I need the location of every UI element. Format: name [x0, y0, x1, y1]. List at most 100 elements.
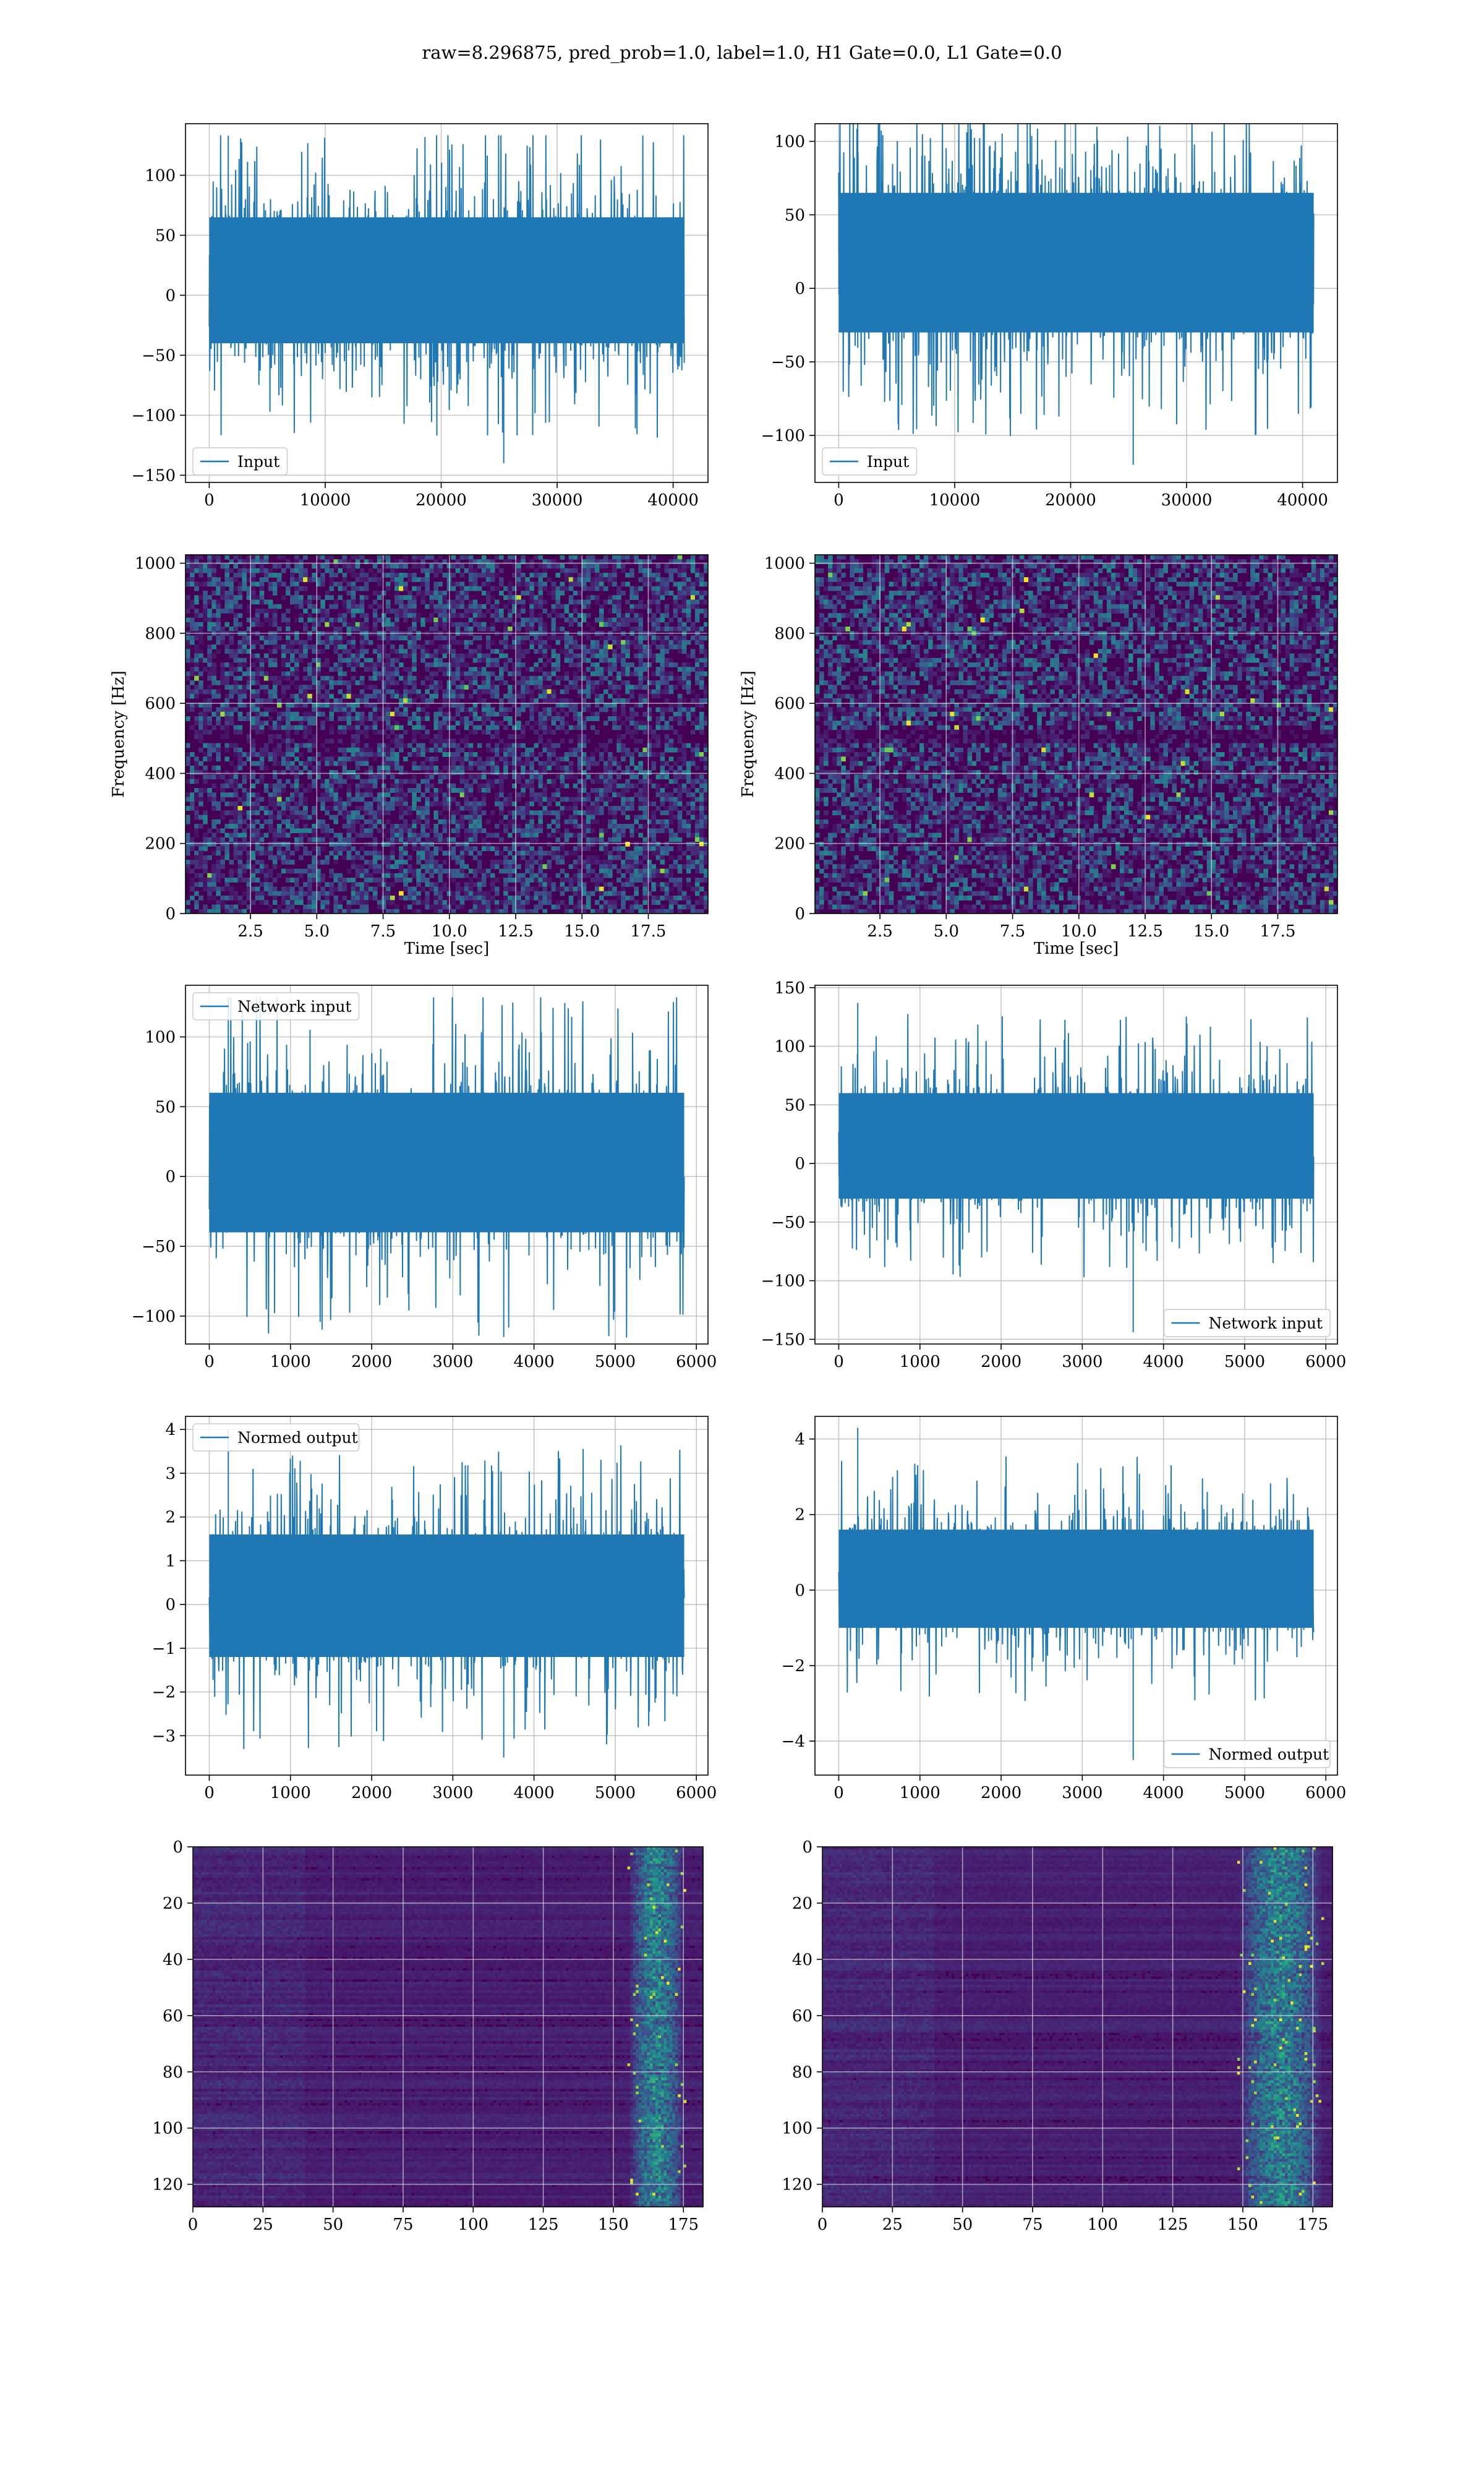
heatmap-cell [460, 685, 465, 690]
heatmap-cell [599, 564, 604, 569]
heatmap-cell [307, 595, 312, 600]
heatmap-cell [194, 644, 199, 649]
heatmap-cell [373, 573, 378, 578]
heatmap-cell [503, 627, 508, 631]
heatmap-cell [673, 644, 678, 649]
heatmap-cell [538, 600, 543, 605]
heatmap-cell [586, 658, 591, 663]
heatmap-cell [268, 604, 273, 609]
heatmap-cell [329, 555, 334, 560]
heatmap-cell [343, 622, 348, 627]
heatmap-cell [403, 613, 408, 618]
heatmap-cell [565, 604, 569, 609]
heatmap-cell [320, 604, 325, 609]
heatmap-cell [412, 555, 417, 560]
heatmap-cell [338, 595, 343, 600]
heatmap-cell [264, 568, 269, 573]
heatmap-cell [338, 568, 343, 573]
heatmap-cell [251, 694, 256, 699]
heatmap-cell [699, 600, 704, 605]
heatmap-cell [578, 577, 582, 582]
heatmap-cell [521, 680, 526, 685]
heatmap-cell [294, 591, 299, 596]
heatmap-cell [665, 613, 670, 618]
heatmap-cell [678, 595, 683, 600]
heatmap-cell [260, 568, 265, 573]
heatmap-cell [343, 649, 348, 654]
heatmap-cell [651, 595, 656, 600]
heatmap-cell [490, 627, 495, 631]
heatmap-cell [351, 582, 356, 587]
heatmap-cell [233, 685, 238, 690]
heatmap-cell [482, 676, 487, 681]
heatmap-cell [242, 658, 247, 663]
heatmap-cell [538, 595, 543, 600]
heatmap-cell [490, 564, 495, 569]
heatmap-cell [412, 600, 417, 605]
heatmap-cell [621, 644, 626, 649]
heatmap-cell [499, 640, 504, 645]
heatmap-cell [542, 564, 547, 569]
heatmap-cell [695, 573, 700, 578]
heatmap-cell [603, 644, 608, 649]
heatmap-cell [347, 685, 352, 690]
heatmap-cell [364, 662, 369, 667]
heatmap-cell [621, 568, 626, 573]
heatmap-cell [268, 622, 273, 627]
heatmap-cell [216, 600, 221, 605]
heatmap-cell [307, 672, 312, 677]
heatmap-cell [347, 649, 352, 654]
heatmap-cell [360, 577, 365, 582]
heatmap-cell [621, 613, 626, 618]
heatmap-cell [599, 672, 604, 677]
heatmap-cell [260, 672, 265, 677]
heatmap-cell [186, 672, 190, 677]
heatmap-cell [312, 649, 317, 654]
heatmap-cell [216, 586, 221, 591]
heatmap-cell [529, 690, 534, 695]
heatmap-cell [456, 698, 461, 703]
heatmap-cell [556, 662, 561, 667]
heatmap-cell [608, 577, 613, 582]
heatmap-cell [691, 586, 696, 591]
heatmap-cell [325, 564, 330, 569]
heatmap-cell [516, 595, 521, 600]
heatmap-cell [525, 685, 530, 690]
heatmap-cell [542, 672, 547, 677]
heatmap-cell [534, 676, 539, 681]
heatmap-cell [220, 667, 225, 672]
heatmap-cell [565, 568, 569, 573]
heatmap-cell [242, 649, 247, 654]
heatmap-cell [273, 618, 278, 623]
heatmap-cell [303, 627, 308, 631]
heatmap-cell [603, 573, 608, 578]
heatmap-cell [464, 622, 469, 627]
heatmap-cell [343, 555, 348, 560]
heatmap-cell [373, 609, 378, 614]
heatmap-cell [529, 694, 534, 699]
heatmap-cell [608, 644, 613, 649]
heatmap-cell [351, 667, 356, 672]
heatmap-cell [338, 644, 343, 649]
heatmap-cell [233, 654, 238, 659]
heatmap-cell [477, 613, 482, 618]
heatmap-cell [264, 685, 269, 690]
heatmap-cell [412, 654, 417, 659]
heatmap-cell [469, 712, 474, 717]
heatmap-cell [647, 618, 652, 623]
heatmap-cell [665, 622, 670, 627]
heatmap-cell [347, 712, 352, 717]
heatmap-cell [578, 667, 582, 672]
heatmap-cell [556, 600, 561, 605]
heatmap-cell [186, 708, 190, 713]
heatmap-cell [412, 622, 417, 627]
heatmap-cell [407, 640, 412, 645]
heatmap-cell [469, 586, 474, 591]
heatmap-cell [351, 595, 356, 600]
heatmap-cell [629, 595, 634, 600]
heatmap-cell [629, 618, 634, 623]
heatmap-cell [460, 622, 465, 627]
heatmap-cell [486, 600, 491, 605]
heatmap-cell [464, 609, 469, 614]
heatmap-cell [399, 609, 404, 614]
